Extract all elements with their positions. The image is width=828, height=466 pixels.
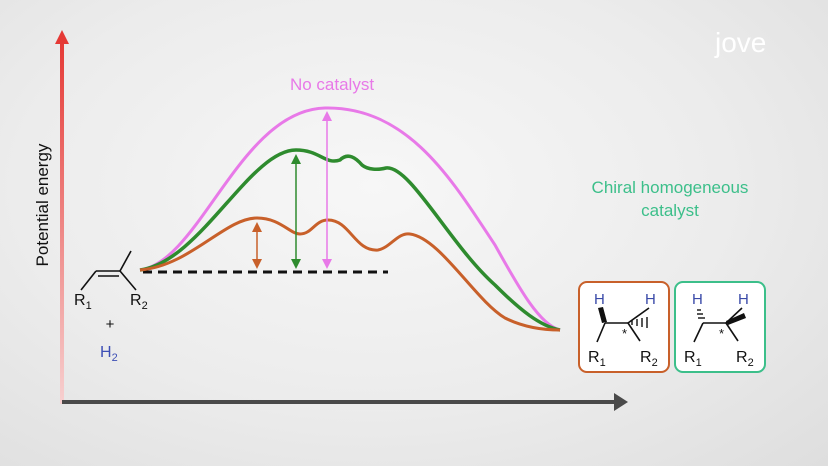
x-axis-arrowhead (614, 393, 628, 411)
reactant-r1: R1 (74, 292, 92, 312)
product-right-r1: R1 (684, 349, 702, 369)
reactant-alkene-structure: R1 R2 (74, 250, 148, 312)
reactant-plus: + (106, 316, 115, 333)
catalyst-label-line1: Chiral homogeneous (592, 178, 749, 197)
y-axis-arrowhead (55, 30, 69, 44)
reactant-r2: R2 (130, 292, 148, 312)
y-axis (60, 40, 64, 404)
product-left-r1: R1 (588, 349, 606, 369)
orange-activation-arrow (252, 222, 262, 269)
green-catalyst-curve (139, 148, 561, 332)
x-axis (62, 400, 618, 404)
orange-catalyst-curve (139, 216, 561, 332)
product-right-h-right: H (738, 291, 749, 308)
product-right-h-left: H (692, 291, 703, 308)
product-left-stereocenter: * (622, 326, 627, 341)
jove-logo: jove (714, 27, 766, 58)
y-axis-label: Potential energy (33, 143, 52, 266)
no-catalyst-curve (139, 106, 561, 332)
no-catalyst-activation-arrow (322, 111, 332, 269)
product-right-r2: R2 (736, 349, 754, 369)
product-enantiomer-right-box: H H * R1 R2 (674, 281, 766, 373)
reactant-h2: H2 (100, 344, 118, 364)
product-left-h-left: H (594, 291, 605, 308)
no-catalyst-label: No catalyst (290, 75, 374, 94)
product-left-r2: R2 (640, 349, 658, 369)
product-right-stereocenter: * (719, 326, 724, 341)
catalyst-label-line2: catalyst (641, 201, 699, 220)
product-enantiomer-left-box: H H * R1 R2 (578, 281, 670, 373)
product-left-h-right: H (645, 291, 656, 308)
green-activation-arrow (291, 154, 301, 269)
